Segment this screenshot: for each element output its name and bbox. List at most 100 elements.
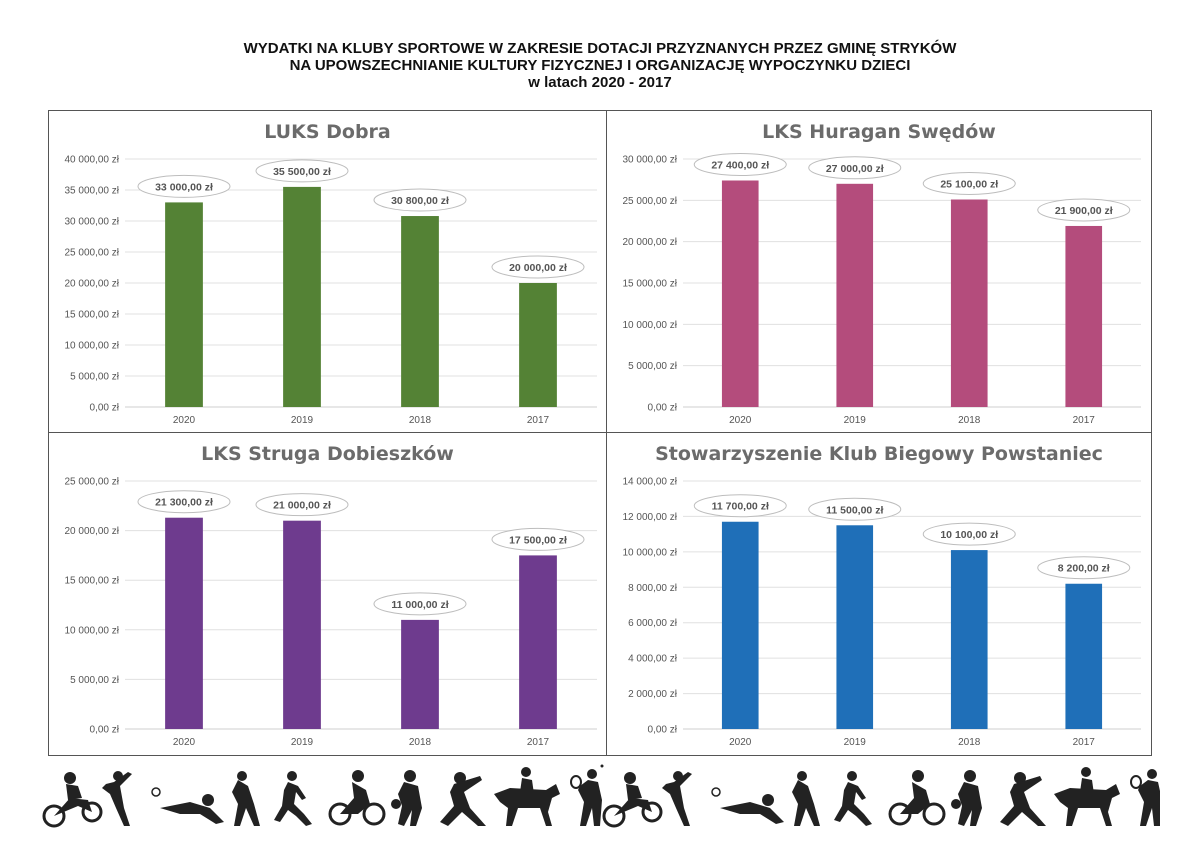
bar <box>950 550 988 729</box>
sport-silhouettes-strip <box>42 764 1160 828</box>
bar <box>165 202 203 407</box>
y-tick-label: 0,00 zł <box>648 725 678 736</box>
x-category-label: 2018 <box>409 737 432 748</box>
y-tick-label: 14 000,00 zł <box>623 477 678 488</box>
y-tick-label: 15 000,00 zł <box>65 576 120 587</box>
y-tick-label: 0,00 zł <box>90 403 120 414</box>
basketball-player-icon <box>951 770 982 826</box>
data-label: 33 000,00 zł <box>155 181 213 193</box>
y-tick-label: 20 000,00 zł <box>65 279 120 290</box>
data-label: 21 000,00 zł <box>273 500 331 512</box>
data-label: 21 900,00 zł <box>1055 205 1113 217</box>
bar <box>1065 225 1103 407</box>
y-tick-label: 10 000,00 zł <box>65 625 120 636</box>
data-label: 10 100,00 zł <box>940 529 998 541</box>
y-tick-label: 8 000,00 zł <box>628 583 678 594</box>
football-player-icon <box>151 787 224 824</box>
data-label-bubble <box>1037 198 1131 222</box>
bar-chart-svg: 0,00 zł 2 000,00 zł 4 000,00 zł 6 000,00 zł… <box>623 477 1141 748</box>
x-category-label: 2019 <box>291 737 314 748</box>
y-tick-label: 20 000,00 zł <box>65 526 120 537</box>
tennis-player-icon <box>570 764 604 826</box>
y-tick-label: 0,00 zł <box>90 725 120 736</box>
data-label-bubble <box>808 497 902 521</box>
bar <box>401 216 439 407</box>
y-tick-label: 15 000,00 zł <box>65 310 120 321</box>
horse-rider-icon <box>1054 767 1120 826</box>
chart-panel-lks-struga-dobieszkow: LKS Struga Dobieszków 0,00 zł 5 000,00 zł… <box>49 433 607 755</box>
y-tick-label: 30 000,00 zł <box>65 217 120 228</box>
gymnast-icon <box>662 771 692 826</box>
data-label-bubble <box>922 522 1016 546</box>
y-tick-label: 0,00 zł <box>648 403 678 414</box>
x-category-label: 2018 <box>409 415 432 426</box>
y-tick-label: 6 000,00 zł <box>628 618 678 629</box>
y-tick-label: 5 000,00 zł <box>70 675 120 686</box>
page-title: WYDATKI NA KLUBY SPORTOWE W ZAKRESIE DOT… <box>0 40 1200 91</box>
data-label: 25 100,00 zł <box>940 179 998 191</box>
horse-rider-icon <box>494 767 560 826</box>
y-tick-label: 20 000,00 zł <box>623 237 678 248</box>
stretching-woman-icon <box>792 771 820 826</box>
y-tick-label: 25 000,00 zł <box>623 196 678 207</box>
cyclist-icon <box>888 770 946 826</box>
y-tick-label: 10 000,00 zł <box>623 547 678 558</box>
data-label-bubble <box>693 494 787 518</box>
page-title-line-2: NA UPOWSZECHNIANIE KULTURY FIZYCZNEJ I O… <box>289 57 911 74</box>
y-tick-label: 40 000,00 zł <box>65 155 120 166</box>
data-label-bubble <box>255 159 349 183</box>
bar <box>836 183 874 407</box>
x-category-label: 2020 <box>173 415 196 426</box>
motocross-icon <box>602 772 663 828</box>
bar-chart-svg: 0,00 zł 5 000,00 zł 10 000,00 zł 15 000,00 … <box>623 152 1141 426</box>
bar <box>950 199 988 407</box>
x-category-label: 2019 <box>291 415 314 426</box>
data-label-bubble <box>491 255 585 279</box>
data-label: 8 200,00 zł <box>1058 563 1110 575</box>
y-tick-label: 12 000,00 zł <box>623 512 678 523</box>
y-tick-label: 10 000,00 zł <box>65 341 120 352</box>
y-tick-label: 35 000,00 zł <box>65 186 120 197</box>
data-label-bubble <box>808 156 902 180</box>
y-tick-label: 4 000,00 zł <box>628 654 678 665</box>
y-tick-label: 5 000,00 zł <box>628 361 678 372</box>
y-tick-label: 10 000,00 zł <box>623 320 678 331</box>
data-label-bubble <box>137 174 231 198</box>
data-label-bubble <box>922 172 1016 196</box>
y-tick-label: 30 000,00 zł <box>623 155 678 166</box>
chart-panel-luks-dobra: LUKS Dobra 0,00 zł 5 000,00 zł 10 000,00 z… <box>49 111 607 433</box>
data-label-bubble <box>373 592 467 616</box>
karate-fighter-icon <box>440 772 486 826</box>
x-category-label: 2017 <box>1073 415 1096 426</box>
motocross-icon <box>42 772 103 828</box>
chart-title: LKS Huragan Swędów <box>762 121 996 143</box>
data-label: 30 800,00 zł <box>391 195 449 207</box>
runner-icon <box>274 771 312 826</box>
x-category-label: 2020 <box>173 737 196 748</box>
data-label: 35 500,00 zł <box>273 166 331 178</box>
chart-panel-klub-biegowy-powstaniec: Stowarzyszenie Klub Biegowy Powstaniec 0… <box>607 433 1151 755</box>
data-label: 27 400,00 zł <box>711 159 769 171</box>
page-title-line-1: WYDATKI NA KLUBY SPORTOWE W ZAKRESIE DOT… <box>243 40 957 57</box>
data-label: 11 000,00 zł <box>391 599 448 611</box>
basketball-player-icon <box>391 770 422 826</box>
bar <box>836 525 874 729</box>
bar <box>165 517 203 729</box>
bar <box>283 520 321 729</box>
runner-icon <box>834 771 872 826</box>
data-label-bubble <box>491 527 585 551</box>
data-label: 27 000,00 zł <box>826 163 884 175</box>
chart-title: LUKS Dobra <box>264 121 391 143</box>
x-category-label: 2018 <box>958 737 981 748</box>
cyclist-icon <box>328 770 386 826</box>
y-tick-label: 5 000,00 zł <box>70 372 120 383</box>
bar <box>721 180 759 407</box>
data-label-bubble <box>255 493 349 517</box>
stretching-woman-icon <box>232 771 260 826</box>
sport-silhouettes-group-repeat <box>602 767 1160 828</box>
chart-panel-lks-huragan-swedow: LKS Huragan Swędów 0,00 zł 5 000,00 zł 10 … <box>607 111 1151 433</box>
data-label-bubble <box>373 188 467 212</box>
x-category-label: 2020 <box>729 737 752 748</box>
y-tick-label: 15 000,00 zł <box>623 279 678 290</box>
bar-chart-svg: 0,00 zł 5 000,00 zł 10 000,00 zł 15 000,00 … <box>65 155 597 426</box>
